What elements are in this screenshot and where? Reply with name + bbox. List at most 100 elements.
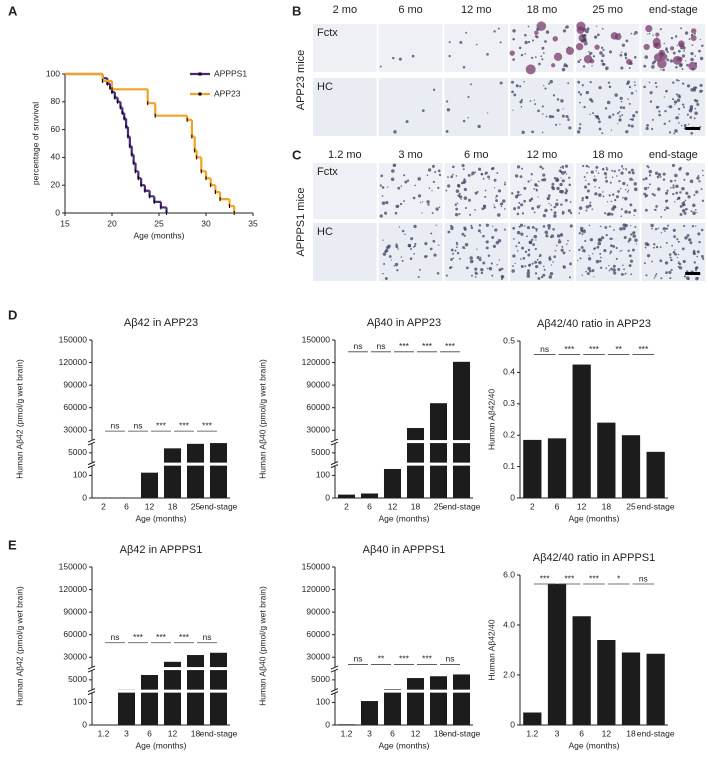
plaque <box>692 203 696 208</box>
plaque <box>541 46 545 50</box>
significance: ** <box>378 654 385 664</box>
plaque <box>688 38 691 40</box>
plaque <box>665 191 669 195</box>
plaque <box>601 167 605 171</box>
plaque <box>679 42 684 48</box>
survival-step <box>228 199 235 208</box>
y-tick-label: 100 <box>316 697 330 707</box>
bar <box>523 712 542 725</box>
plaque <box>662 68 665 72</box>
bar <box>429 403 448 498</box>
plaque <box>677 107 681 111</box>
plaque <box>688 108 693 113</box>
break-mark <box>87 691 96 696</box>
plaque <box>469 259 474 264</box>
plaque <box>384 250 387 253</box>
y-tick-label: 150000 <box>302 561 331 571</box>
plaque <box>526 235 528 238</box>
plaque <box>555 123 558 126</box>
plaque <box>620 273 624 276</box>
plaque <box>542 214 547 218</box>
bar <box>360 701 379 725</box>
survival-step <box>148 190 155 198</box>
plaque <box>494 228 498 232</box>
y-tick-label: 5000 <box>311 447 330 457</box>
x-tick-label: 2 <box>344 501 349 511</box>
plaque <box>624 196 628 201</box>
column-header: 6 mo <box>398 4 422 16</box>
plaque <box>642 178 645 181</box>
plaque <box>652 34 654 36</box>
plaque <box>470 224 473 227</box>
y-tick-label: 90000 <box>63 379 87 389</box>
micrograph <box>313 223 377 281</box>
plaque <box>564 198 568 202</box>
plaque <box>608 264 610 267</box>
plaque <box>542 225 546 228</box>
plaque <box>668 120 671 123</box>
plaque <box>529 100 532 102</box>
plaque <box>516 250 519 252</box>
bar <box>621 652 641 725</box>
x-axis-label: Age (months) <box>135 740 186 750</box>
plaque <box>554 205 557 208</box>
plaque <box>554 249 557 252</box>
plaque <box>694 266 698 270</box>
plaque <box>391 169 395 173</box>
plaque <box>609 181 612 184</box>
plaque <box>622 226 626 231</box>
panel-letter: B <box>292 3 301 18</box>
plaque <box>522 257 526 260</box>
plaque <box>579 101 581 104</box>
x-tick-label: 12 <box>388 501 398 511</box>
row-label: Fctx <box>317 166 338 178</box>
plaque <box>490 262 493 265</box>
plaque <box>625 168 627 170</box>
plaque <box>580 245 584 249</box>
y-tick-label: 40 <box>51 152 61 162</box>
plaque <box>607 81 611 84</box>
plaque <box>655 245 659 249</box>
plaque <box>616 112 620 115</box>
plaque <box>499 81 503 85</box>
plaque <box>535 239 537 241</box>
plaque <box>672 81 675 84</box>
plaque <box>458 192 461 195</box>
plaque <box>629 259 634 263</box>
plaque <box>528 198 532 203</box>
plaque <box>435 224 437 226</box>
column-header: end-stage <box>649 4 698 16</box>
micrograph <box>313 24 377 72</box>
plaque <box>541 131 544 134</box>
plaque <box>560 177 562 179</box>
plaque <box>698 49 701 53</box>
micrograph <box>444 78 509 136</box>
plaque <box>517 241 521 244</box>
micrograph <box>313 163 377 219</box>
plaque <box>588 224 591 227</box>
plaque <box>699 89 703 93</box>
plaque <box>578 206 583 210</box>
plaque <box>411 54 415 58</box>
plaque <box>538 261 542 265</box>
y-tick-label: 0 <box>510 492 515 502</box>
plaque <box>512 265 514 268</box>
plaque <box>653 243 656 246</box>
x-tick-label: 6 <box>390 728 395 738</box>
y-tick-label: 30000 <box>63 652 87 662</box>
plaque <box>674 117 677 119</box>
plaque <box>683 123 687 127</box>
row-label: Fctx <box>317 27 338 39</box>
plaque <box>652 37 661 46</box>
plaque <box>619 96 623 100</box>
plaque <box>469 213 472 216</box>
plaque <box>597 117 601 121</box>
plaque <box>438 244 440 246</box>
plaque <box>454 203 458 206</box>
plaque <box>399 202 403 206</box>
plaque <box>681 103 685 106</box>
y-tick-label: 60000 <box>306 629 330 639</box>
plaque <box>684 199 687 202</box>
row-label: HC <box>317 226 333 238</box>
plaque <box>412 196 416 200</box>
